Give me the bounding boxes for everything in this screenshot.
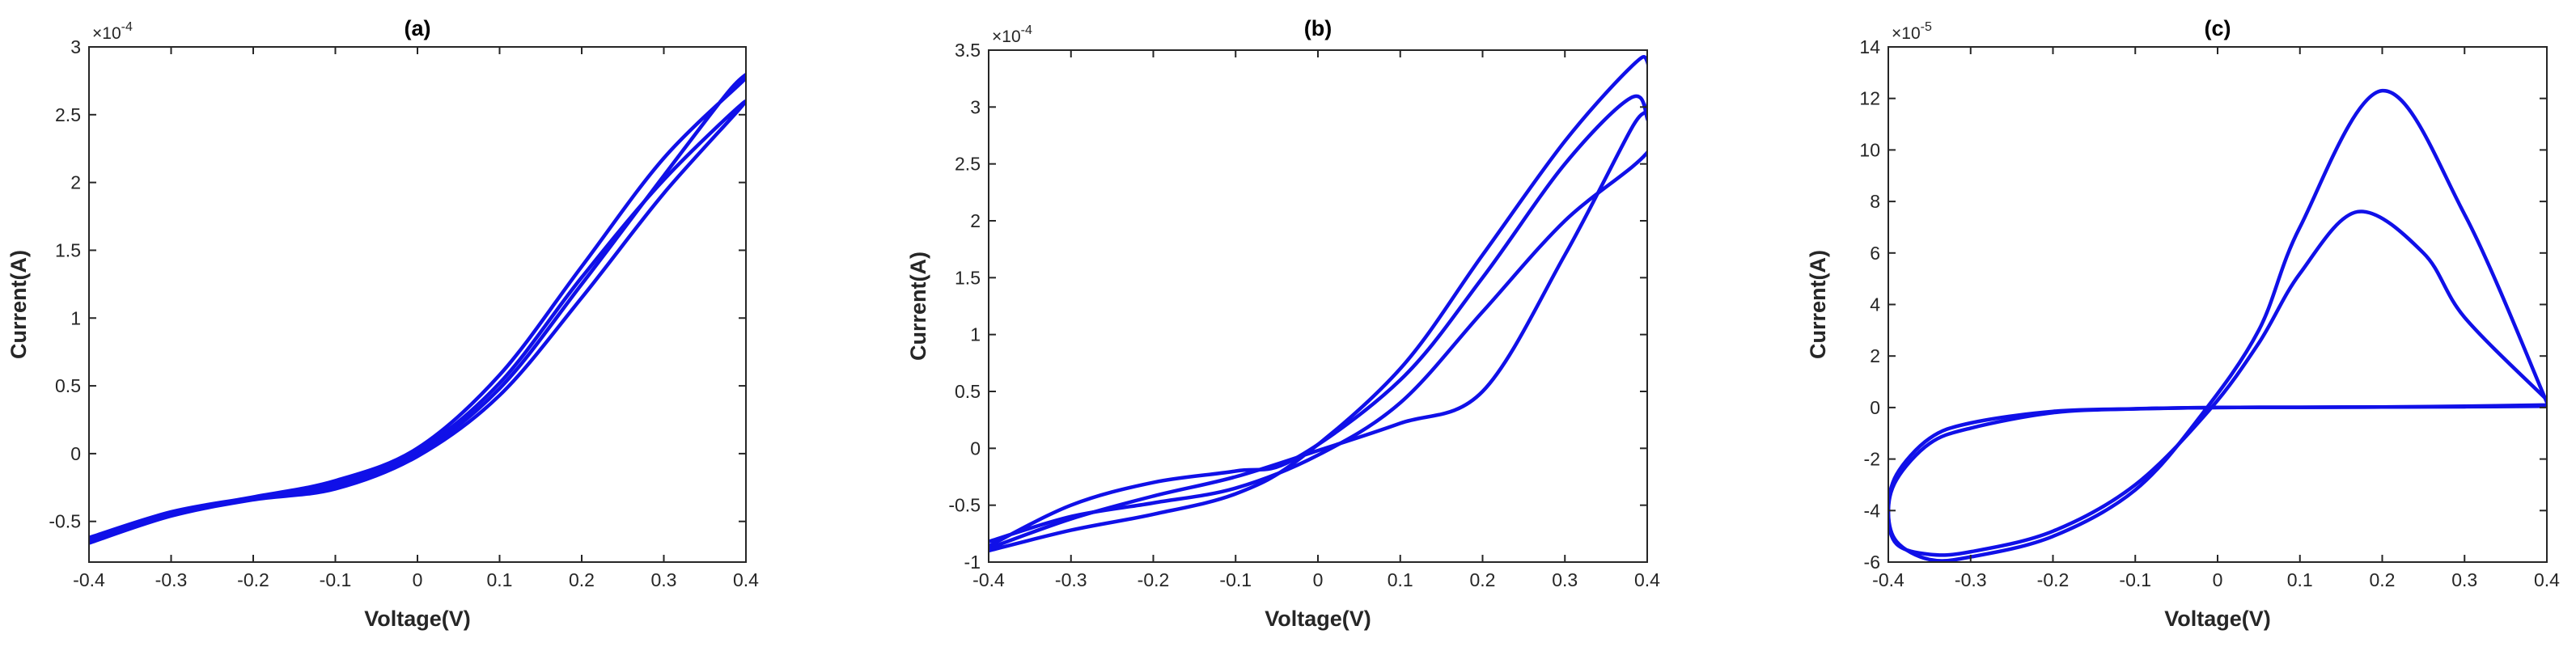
chart-c-xtick-label: -0.3 — [1955, 569, 1987, 590]
chart-a-xtick-label: -0.4 — [73, 569, 105, 590]
chart-a-axes-box — [88, 46, 747, 563]
chart-b-xtick-label: 0.3 — [1552, 569, 1578, 590]
chart-c-ylabel: Current(A) — [1806, 250, 1830, 359]
chart-c-xtick-label: 0.3 — [2451, 569, 2477, 590]
chart-b-axes-box — [988, 49, 1648, 563]
chart-c-ytick-label: 12 — [1859, 88, 1880, 109]
chart-a-series-1-line — [89, 72, 746, 543]
chart-b-xtick-label: -0.2 — [1138, 569, 1170, 590]
chart-c-ytick-label: 6 — [1870, 243, 1880, 264]
chart-c-xtick-label: -0.4 — [1872, 569, 1904, 590]
chart-b-xtick-label: -0.4 — [972, 569, 1005, 590]
chart-a-title: (a) — [405, 16, 431, 40]
chart-b-xtick-label: 0.2 — [1470, 569, 1496, 590]
chart-a-ytick-label: 3 — [70, 36, 81, 57]
chart-b-series-2-line — [989, 94, 1647, 548]
chart-b-title: (b) — [1304, 16, 1332, 40]
chart-c-xtick-label: -0.2 — [2037, 569, 2070, 590]
chart-b-ytick-label: 3.5 — [955, 40, 981, 61]
chart-a-ytick-label: 0.5 — [55, 375, 81, 396]
chart-c-exponent-label: ×10-5 — [1892, 20, 1932, 43]
chart-c-ytick-label: 0 — [1870, 397, 1880, 418]
chart-a-xtick-label: 0.4 — [733, 569, 759, 590]
chart-a-xtick-label: 0.2 — [569, 569, 595, 590]
chart-b-series-1-line — [989, 55, 1647, 553]
chart-b-ytick-label: -0.5 — [948, 495, 981, 516]
chart-b-xtick-label: 0.4 — [1634, 569, 1660, 590]
chart-b-xtick-label: 0 — [1313, 569, 1324, 590]
chart-a-xlabel: Voltage(V) — [364, 607, 471, 631]
chart-c-xtick-label: 0.4 — [2534, 569, 2560, 590]
chart-c-ytick-label: -4 — [1864, 500, 1881, 521]
chart-a-series-2-line — [89, 99, 746, 545]
chart-a-xtick-label: -0.3 — [155, 569, 188, 590]
chart-c-ytick-label: 4 — [1870, 294, 1880, 315]
chart-a-ytick-label: 1 — [70, 307, 81, 328]
chart-b-ytick-label: 0 — [970, 438, 981, 459]
chart-a-ytick-label: 0 — [70, 443, 81, 464]
chart-b-xtick-label: 0.1 — [1388, 569, 1413, 590]
chart-b-ytick-label: 2 — [970, 210, 981, 231]
chart-a-xtick-label: -0.1 — [320, 569, 352, 590]
chart-b: -0.4 -0.3 -0.2 -0.1 0 0.1 0.2 0.3 0.4 -1 -0.5 0 0.5 1… — [906, 16, 1660, 631]
chart-b-ytick-label: 1 — [970, 324, 981, 345]
chart-c-ytick-label: -6 — [1864, 552, 1880, 573]
chart-c-axes-box — [1888, 46, 2548, 563]
chart-c-xtick-label: -0.1 — [2119, 569, 2151, 590]
chart-c-title: (c) — [2205, 16, 2231, 40]
chart-a-xtick-label: 0.1 — [487, 569, 513, 590]
chart-c-series-2-line — [1888, 209, 2547, 557]
chart-c-xlabel: Voltage(V) — [2164, 607, 2271, 631]
chart-a-ytick-label: 1.5 — [55, 239, 81, 260]
chart-b-ytick-label: 1.5 — [955, 267, 981, 288]
chart-c-series-1-line — [1888, 88, 2547, 562]
chart-b-ylabel: Current(A) — [906, 252, 930, 361]
chart-a-ytick-label: 2.5 — [55, 104, 81, 125]
chart-a-xtick-label: -0.2 — [237, 569, 269, 590]
chart-c-ytick-label: 8 — [1870, 191, 1880, 212]
chart-a-xtick-label: 0 — [413, 569, 423, 590]
chart-c-ytick-label: 10 — [1859, 139, 1880, 160]
chart-c-ytick-label: -2 — [1864, 449, 1880, 470]
chart-a-ytick-label: -0.5 — [49, 511, 81, 532]
chart-b-xtick-label: -0.3 — [1055, 569, 1087, 590]
chart-b-ytick-label: 3 — [970, 96, 981, 117]
chart-b-xlabel: Voltage(V) — [1265, 607, 1371, 631]
chart-a-xtick-label: 0.3 — [651, 569, 677, 590]
chart-b-ytick-label: -1 — [964, 552, 981, 573]
chart-b-ytick-label: 0.5 — [955, 381, 981, 402]
chart-a: -0.4 -0.3 -0.2 -0.1 0 0.1 0.2 0.3 0.4 -0.5 0 0.5 1 1.… — [6, 16, 759, 631]
chart-c: -0.4 -0.3 -0.2 -0.1 0 0.1 0.2 0.3 0.4 -6 -4 -2 0 2 4 6 8… — [1806, 16, 2560, 631]
chart-b-exponent-label: ×10-4 — [992, 23, 1032, 46]
chart-c-ytick-label: 2 — [1870, 345, 1880, 366]
chart-b-xtick-label: -0.1 — [1219, 569, 1252, 590]
chart-a-ylabel: Current(A) — [6, 250, 31, 359]
chart-c-xtick-label: 0.1 — [2287, 569, 2313, 590]
chart-a-ytick-label: 2 — [70, 172, 81, 193]
chart-c-ytick-label: 14 — [1859, 36, 1880, 57]
chart-c-xtick-label: 0.2 — [2370, 569, 2396, 590]
chart-a-exponent-label: ×10-4 — [92, 20, 133, 43]
chart-c-xtick-label: 0 — [2213, 569, 2223, 590]
chart-b-ytick-label: 2.5 — [955, 154, 981, 175]
